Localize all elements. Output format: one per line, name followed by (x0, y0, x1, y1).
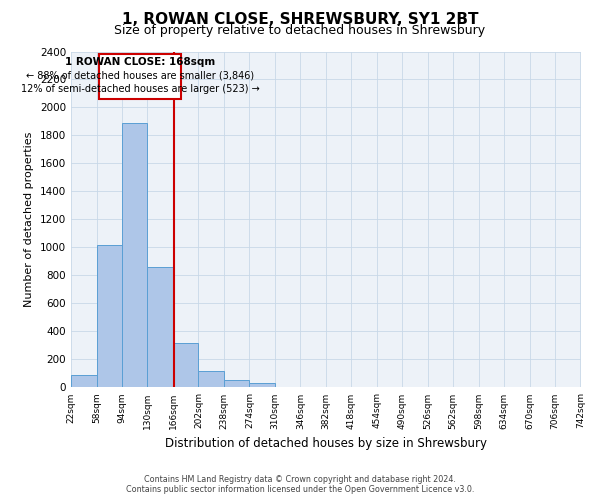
Bar (199, 370, 224, 388)
Bar (122, 123, 148, 388)
Text: ← 88% of detached houses are smaller (3,846): ← 88% of detached houses are smaller (3,… (26, 71, 254, 81)
Bar (224, 380, 250, 388)
Y-axis label: Number of detached properties: Number of detached properties (25, 132, 34, 307)
Text: 12% of semi-detached houses are larger (523) →: 12% of semi-detached houses are larger (… (21, 84, 260, 94)
Bar (250, 383, 275, 388)
Bar (173, 342, 199, 388)
Bar (100, 54, 181, 99)
Bar (148, 267, 173, 388)
Bar (97, 244, 122, 388)
Text: Size of property relative to detached houses in Shrewsbury: Size of property relative to detached ho… (115, 24, 485, 37)
Bar (71, 375, 97, 388)
Text: 1 ROWAN CLOSE: 168sqm: 1 ROWAN CLOSE: 168sqm (65, 58, 215, 68)
Text: Contains HM Land Registry data © Crown copyright and database right 2024.
Contai: Contains HM Land Registry data © Crown c… (126, 474, 474, 494)
X-axis label: Distribution of detached houses by size in Shrewsbury: Distribution of detached houses by size … (165, 437, 487, 450)
Text: 1, ROWAN CLOSE, SHREWSBURY, SY1 2BT: 1, ROWAN CLOSE, SHREWSBURY, SY1 2BT (122, 12, 478, 28)
